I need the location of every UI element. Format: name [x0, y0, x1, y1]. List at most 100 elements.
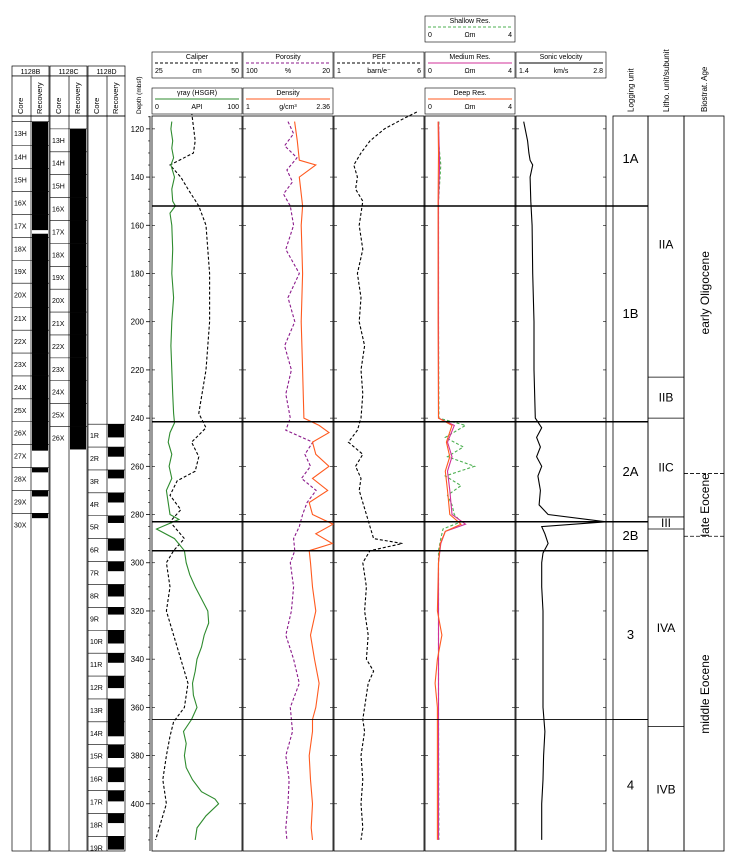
recovery-bar	[108, 607, 124, 615]
curve-line	[437, 121, 477, 840]
depth-tick-label: 400	[131, 800, 145, 809]
core-label: 24X	[14, 385, 27, 392]
logging-unit-label: 1B	[623, 306, 639, 321]
scale-min: 0	[428, 68, 432, 75]
scale-max: 2.36	[316, 104, 330, 111]
curve-line	[523, 121, 607, 840]
recovery-bar	[70, 220, 86, 244]
recovery-bar	[108, 721, 124, 737]
depth-tick-label: 360	[131, 703, 145, 712]
core-label: 22X	[14, 339, 27, 346]
scale-max: 20	[322, 68, 330, 75]
core-label: 24X	[52, 390, 65, 397]
curve-unit: barn/e⁻	[367, 68, 391, 75]
hole-name-label: 1128C	[58, 69, 78, 76]
core-label: 19X	[14, 269, 27, 276]
core-label: 6R	[90, 548, 99, 555]
curve-name: γray (HSGR)	[177, 90, 217, 97]
core-label: 27X	[14, 454, 27, 461]
recovery-bar	[32, 237, 48, 261]
core-label: 29X	[14, 499, 27, 506]
scale-min: 0	[428, 32, 432, 39]
core-column-label: Core	[16, 98, 25, 114]
track-frame	[242, 115, 334, 852]
scale-min: 0	[155, 104, 159, 111]
recovery-bar	[70, 174, 86, 198]
biostrat-age-label: late Eocene	[698, 473, 712, 537]
curve-header-box	[424, 15, 516, 43]
recovery-bar	[32, 375, 48, 399]
scale-min: 25	[155, 68, 163, 75]
depth-tick-label: 240	[131, 414, 145, 423]
depth-tick-label: 340	[131, 655, 145, 664]
recovery-bar	[70, 128, 86, 152]
curve-line	[347, 111, 418, 840]
core-label: 15H	[52, 184, 65, 191]
core-label: 30X	[14, 522, 27, 529]
recovery-bar	[70, 334, 86, 358]
core-label: 1R	[90, 433, 99, 440]
curve-header-box	[424, 51, 516, 79]
recovery-bar	[32, 330, 48, 354]
litho-unit-label: IIB	[659, 391, 674, 405]
hole-body-box	[11, 115, 50, 852]
recovery-bar	[108, 492, 124, 503]
recovery-bar	[108, 744, 124, 758]
depth-tick-label: 260	[131, 462, 145, 471]
recovery-bar	[32, 444, 48, 451]
litho-unit-column	[647, 115, 685, 852]
core-label: 22X	[52, 344, 65, 351]
core-label: 20X	[14, 293, 27, 300]
recovery-bar	[70, 266, 86, 290]
recovery-bar	[70, 151, 86, 175]
recovery-bar	[108, 698, 124, 722]
curve-header-box	[242, 51, 334, 79]
core-label: 15H	[14, 178, 27, 185]
curve-header-box	[333, 51, 425, 79]
hole-body-box	[49, 115, 88, 852]
recovery-bar	[70, 426, 86, 450]
depth-axis-title: Depth (mbsf)	[136, 76, 143, 114]
depth-tick-label: 140	[131, 173, 145, 182]
curve-name: Deep Res.	[453, 90, 486, 97]
recovery-bar	[108, 469, 124, 479]
biostrat-age-label: early Oligocene	[698, 251, 712, 335]
depth-tick-label: 160	[131, 221, 145, 230]
logging-unit-label: 1A	[623, 151, 639, 166]
logging-unit-label: 3	[627, 627, 634, 642]
scale-max: 50	[231, 68, 239, 75]
core-label: 16X	[52, 207, 65, 214]
logging-unit-label: 4	[627, 778, 634, 793]
curve-name: Medium Res.	[449, 54, 490, 61]
curve-unit: km/s	[554, 68, 569, 75]
curve-line	[437, 121, 467, 840]
curve-line	[155, 121, 220, 840]
recovery-bar	[32, 214, 48, 231]
biostrat-age-header: Biostrat. Age	[700, 66, 709, 112]
curve-header-box	[515, 51, 607, 79]
core-recovery-panel: 1128B Core Recovery 13H 14H 15H 16X 17X 18X 19X 20…	[11, 65, 126, 852]
core-label: 25X	[14, 408, 27, 415]
core-label: 3R	[90, 479, 99, 486]
recovery-bar	[70, 197, 86, 221]
logging-unit-column	[612, 115, 649, 852]
track-frame	[333, 115, 425, 852]
curve-line	[155, 111, 211, 841]
recovery-bar	[108, 813, 124, 824]
logging-unit-label: 2B	[623, 528, 639, 543]
track-frame	[515, 115, 607, 852]
track-frame	[151, 115, 243, 852]
curve-unit: Ωm	[464, 104, 475, 111]
core-label: 12R	[90, 685, 103, 692]
core-label: 17R	[90, 799, 103, 806]
core-label: 23X	[52, 367, 65, 374]
depth-tick-label: 380	[131, 752, 145, 761]
scale-max: 4	[508, 104, 512, 111]
core-label: 14H	[52, 161, 65, 168]
core-label: 11R	[90, 662, 102, 669]
scale-min: 0	[428, 104, 432, 111]
depth-tick-label: 320	[131, 607, 145, 616]
core-label: 18X	[14, 246, 27, 253]
core-label: 7R	[90, 570, 99, 577]
